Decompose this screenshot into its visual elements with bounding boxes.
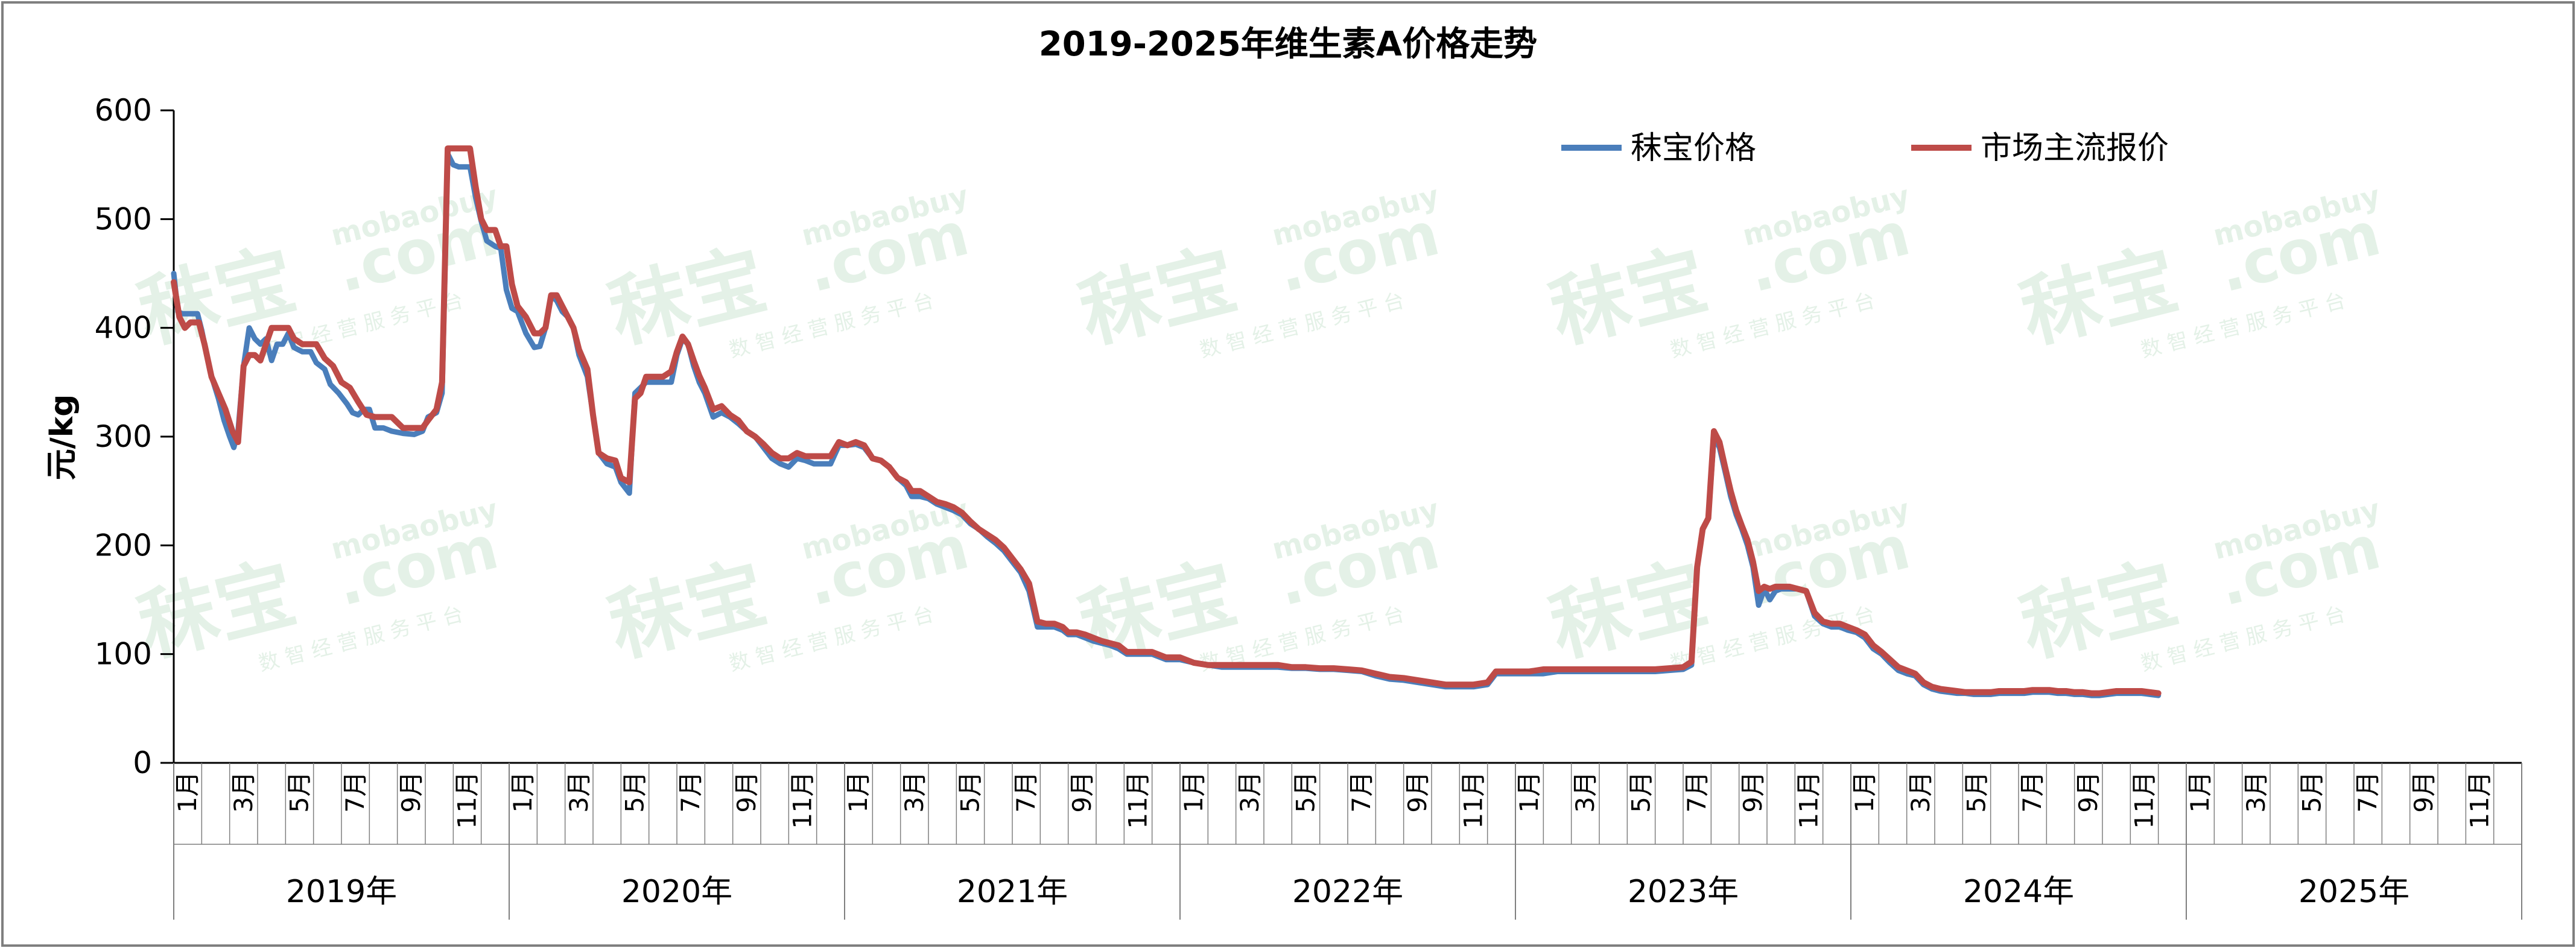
x-month-label-34: 11月 [1123, 771, 1153, 829]
x-month-label-62: 3月 [1906, 771, 1935, 813]
y-tick-label-4: 400 [95, 311, 152, 346]
x-month-label-56: 9月 [1738, 771, 1768, 813]
x-month-label-2: 3月 [229, 771, 258, 813]
x-month-label-82: 11月 [2465, 771, 2495, 829]
x-month-label-24: 1月 [843, 771, 873, 813]
x-month-label-10: 11月 [452, 771, 482, 829]
legend-label-0: 秣宝价格 [1631, 130, 1756, 166]
x-year-label-4: 2023年 [1628, 874, 1739, 910]
x-month-label-50: 3月 [1570, 771, 1600, 813]
x-year-label-3: 2022年 [1292, 874, 1403, 910]
x-month-label-72: 1月 [2185, 771, 2215, 813]
x-month-label-4: 5月 [285, 771, 314, 813]
y-tick-label-6: 600 [95, 93, 152, 128]
y-axis-label: 元/kg [44, 394, 80, 481]
x-month-label-68: 9月 [2073, 771, 2103, 813]
y-tick-label-0: 0 [133, 745, 152, 780]
legend: 秣宝价格 市场主流报价 [1561, 130, 2169, 166]
x-month-label-8: 9月 [396, 771, 426, 813]
series-line-1 [171, 145, 2162, 697]
x-year-label-0: 2019年 [286, 874, 397, 910]
legend-label-1: 市场主流报价 [1981, 130, 2169, 166]
x-month-label-32: 9月 [1067, 771, 1097, 813]
x-month-label-80: 9月 [2409, 771, 2438, 813]
x-month-label-44: 9月 [1403, 771, 1432, 813]
chart-title: 2019-2025年维生素A价格走势 [1039, 25, 1537, 64]
x-month-label-40: 5月 [1291, 771, 1321, 813]
x-year-label-6: 2025年 [2298, 874, 2409, 910]
x-month-label-78: 7月 [2353, 771, 2382, 813]
x-month-label-42: 7月 [1347, 771, 1376, 813]
y-tick-label-3: 300 [95, 419, 152, 454]
x-month-label-30: 7月 [1011, 771, 1041, 813]
x-month-label-12: 1月 [508, 771, 538, 813]
series-layer [171, 145, 2162, 698]
x-month-label-76: 5月 [2297, 771, 2327, 813]
x-month-label-26: 3月 [899, 771, 929, 813]
x-month-label-60: 1月 [1850, 771, 1879, 813]
x-month-label-48: 1月 [1514, 771, 1544, 813]
y-tick-label-5: 500 [95, 201, 152, 236]
x-month-label-58: 11月 [1794, 771, 1824, 829]
x-month-label-20: 9月 [732, 771, 761, 813]
x-month-label-46: 11月 [1459, 771, 1488, 829]
x-month-label-66: 7月 [2017, 771, 2047, 813]
x-month-label-0: 1月 [173, 771, 202, 813]
x-month-label-70: 11月 [2130, 771, 2159, 829]
x-month-label-6: 7月 [340, 771, 370, 813]
x-month-label-22: 11月 [788, 771, 817, 829]
x-month-label-36: 1月 [1179, 771, 1208, 813]
x-month-label-74: 3月 [2241, 771, 2271, 813]
x-month-label-52: 5月 [1626, 771, 1656, 813]
axes: 0 100 200 300 400 500 600 1月 3月 5月 7月 9月 11月 1月 3月 5月 7月… [95, 93, 2522, 920]
y-tick-label-1: 100 [95, 637, 152, 672]
x-year-label-1: 2020年 [621, 874, 732, 910]
x-month-label-38: 3月 [1235, 771, 1264, 813]
x-month-label-18: 7月 [676, 771, 705, 813]
x-year-label-5: 2024年 [1963, 874, 2074, 910]
x-month-label-64: 5月 [1962, 771, 1991, 813]
x-month-label-16: 5月 [620, 771, 650, 813]
x-month-label-14: 3月 [564, 771, 594, 813]
x-month-label-28: 5月 [956, 771, 985, 813]
x-month-label-54: 7月 [1682, 771, 1712, 813]
x-year-label-2: 2021年 [957, 874, 1068, 910]
y-tick-label-2: 200 [95, 528, 152, 563]
